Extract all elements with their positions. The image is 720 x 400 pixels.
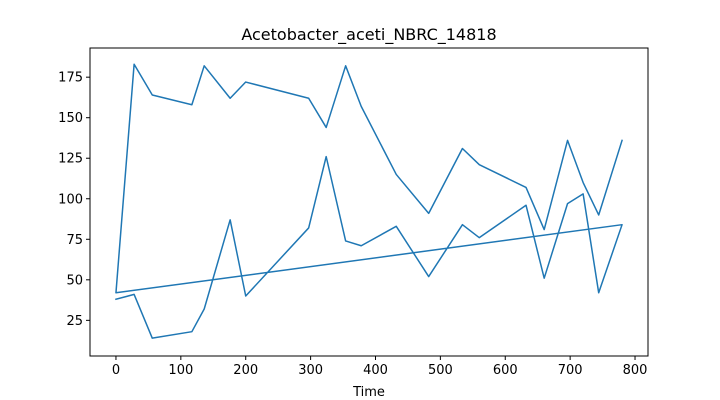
x-tick-label: 800 — [623, 363, 648, 378]
chart-title: Acetobacter_aceti_NBRC_14818 — [241, 25, 496, 45]
x-tick-label: 700 — [558, 363, 583, 378]
y-axis: 25 50 75 100 125 150 175 — [58, 71, 90, 329]
x-tick-label: 300 — [298, 363, 323, 378]
y-tick-label: 25 — [66, 314, 83, 329]
y-tick-label: 150 — [58, 111, 83, 126]
plot-frame — [89, 47, 649, 357]
y-tick-label: 125 — [58, 152, 83, 167]
x-axis: 0 100 200 300 400 500 600 700 800 — [112, 356, 648, 378]
y-tick-label: 100 — [58, 192, 83, 207]
x-tick-label: 200 — [233, 363, 258, 378]
series-line-0 — [115, 63, 623, 339]
y-tick-label: 175 — [58, 71, 83, 86]
x-tick-label: 600 — [493, 363, 518, 378]
y-tick-label: 75 — [66, 233, 83, 248]
series-layer — [115, 63, 623, 339]
x-tick-label: 400 — [363, 363, 388, 378]
x-tick-label: 100 — [168, 363, 193, 378]
x-tick-label: 500 — [428, 363, 453, 378]
y-tick-label: 50 — [66, 273, 83, 288]
x-tick-label: 0 — [112, 363, 120, 378]
x-axis-label: Time — [352, 385, 385, 400]
